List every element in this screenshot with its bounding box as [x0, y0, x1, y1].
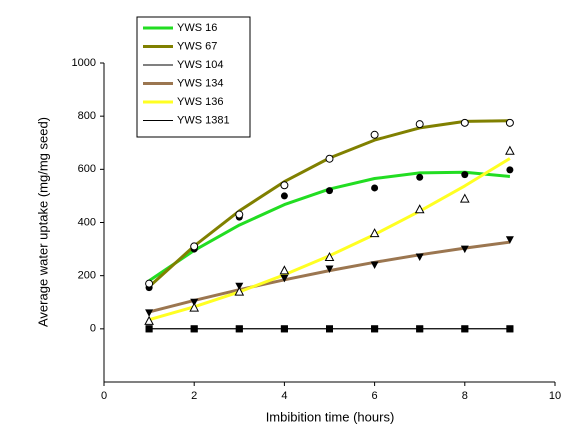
marker: [235, 210, 244, 219]
marker: [460, 245, 469, 254]
y-tick-label: 0: [90, 323, 96, 335]
y-tick-label: 400: [78, 216, 96, 228]
y-axis-title: Average water uptake (mg/mg seed): [35, 117, 50, 327]
y-tick-label: 200: [78, 270, 96, 282]
y-tick-label: 1000: [72, 57, 96, 69]
marker: [145, 309, 154, 317]
marker: [505, 118, 514, 127]
marker: [280, 192, 288, 200]
marker: [190, 325, 198, 333]
series-line: [148, 119, 510, 288]
marker: [324, 251, 335, 262]
x-tick-label: 4: [281, 390, 287, 402]
marker: [416, 325, 424, 333]
x-axis-title: Imbibition time (hours): [266, 409, 395, 424]
marker: [145, 325, 153, 333]
marker: [325, 154, 334, 163]
marker: [371, 184, 379, 192]
marker: [190, 242, 199, 251]
marker: [326, 187, 333, 195]
marker: [144, 315, 154, 325]
marker: [370, 130, 379, 139]
marker: [189, 302, 200, 312]
marker: [460, 118, 469, 127]
marker: [416, 173, 424, 181]
y-tick-label: 800: [78, 110, 96, 122]
x-tick-label: 8: [462, 390, 468, 402]
marker: [505, 236, 514, 244]
marker: [461, 325, 469, 333]
marker: [505, 145, 515, 155]
marker: [279, 265, 290, 275]
legend-label: YWS 67: [177, 40, 217, 52]
marker: [190, 298, 199, 307]
y-tick-label: 600: [78, 163, 96, 175]
marker: [145, 279, 154, 288]
x-tick-label: 6: [372, 390, 378, 402]
legend-label: YWS 136: [177, 96, 223, 108]
legend-box: [136, 16, 251, 138]
marker: [459, 193, 470, 203]
marker: [415, 253, 424, 262]
marker: [280, 325, 288, 333]
marker: [371, 325, 379, 333]
marker: [370, 261, 379, 270]
marker: [235, 325, 243, 333]
marker: [235, 282, 244, 291]
x-tick-label: 0: [101, 390, 107, 402]
marker: [326, 325, 333, 333]
legend-label: YWS 1381: [177, 114, 230, 126]
marker: [415, 120, 424, 129]
marker: [369, 228, 380, 238]
legend-label: YWS 104: [177, 59, 223, 71]
marker: [234, 286, 245, 296]
marker: [506, 325, 514, 333]
marker: [325, 265, 334, 274]
x-tick-label: 2: [191, 390, 197, 402]
legend-label: YWS 16: [177, 22, 217, 34]
marker: [461, 171, 469, 179]
x-tick-label: 10: [549, 390, 561, 402]
marker: [506, 166, 514, 174]
marker: [280, 181, 289, 190]
marker: [414, 204, 425, 214]
legend-label: YWS 134: [177, 77, 223, 89]
marker: [280, 274, 289, 283]
